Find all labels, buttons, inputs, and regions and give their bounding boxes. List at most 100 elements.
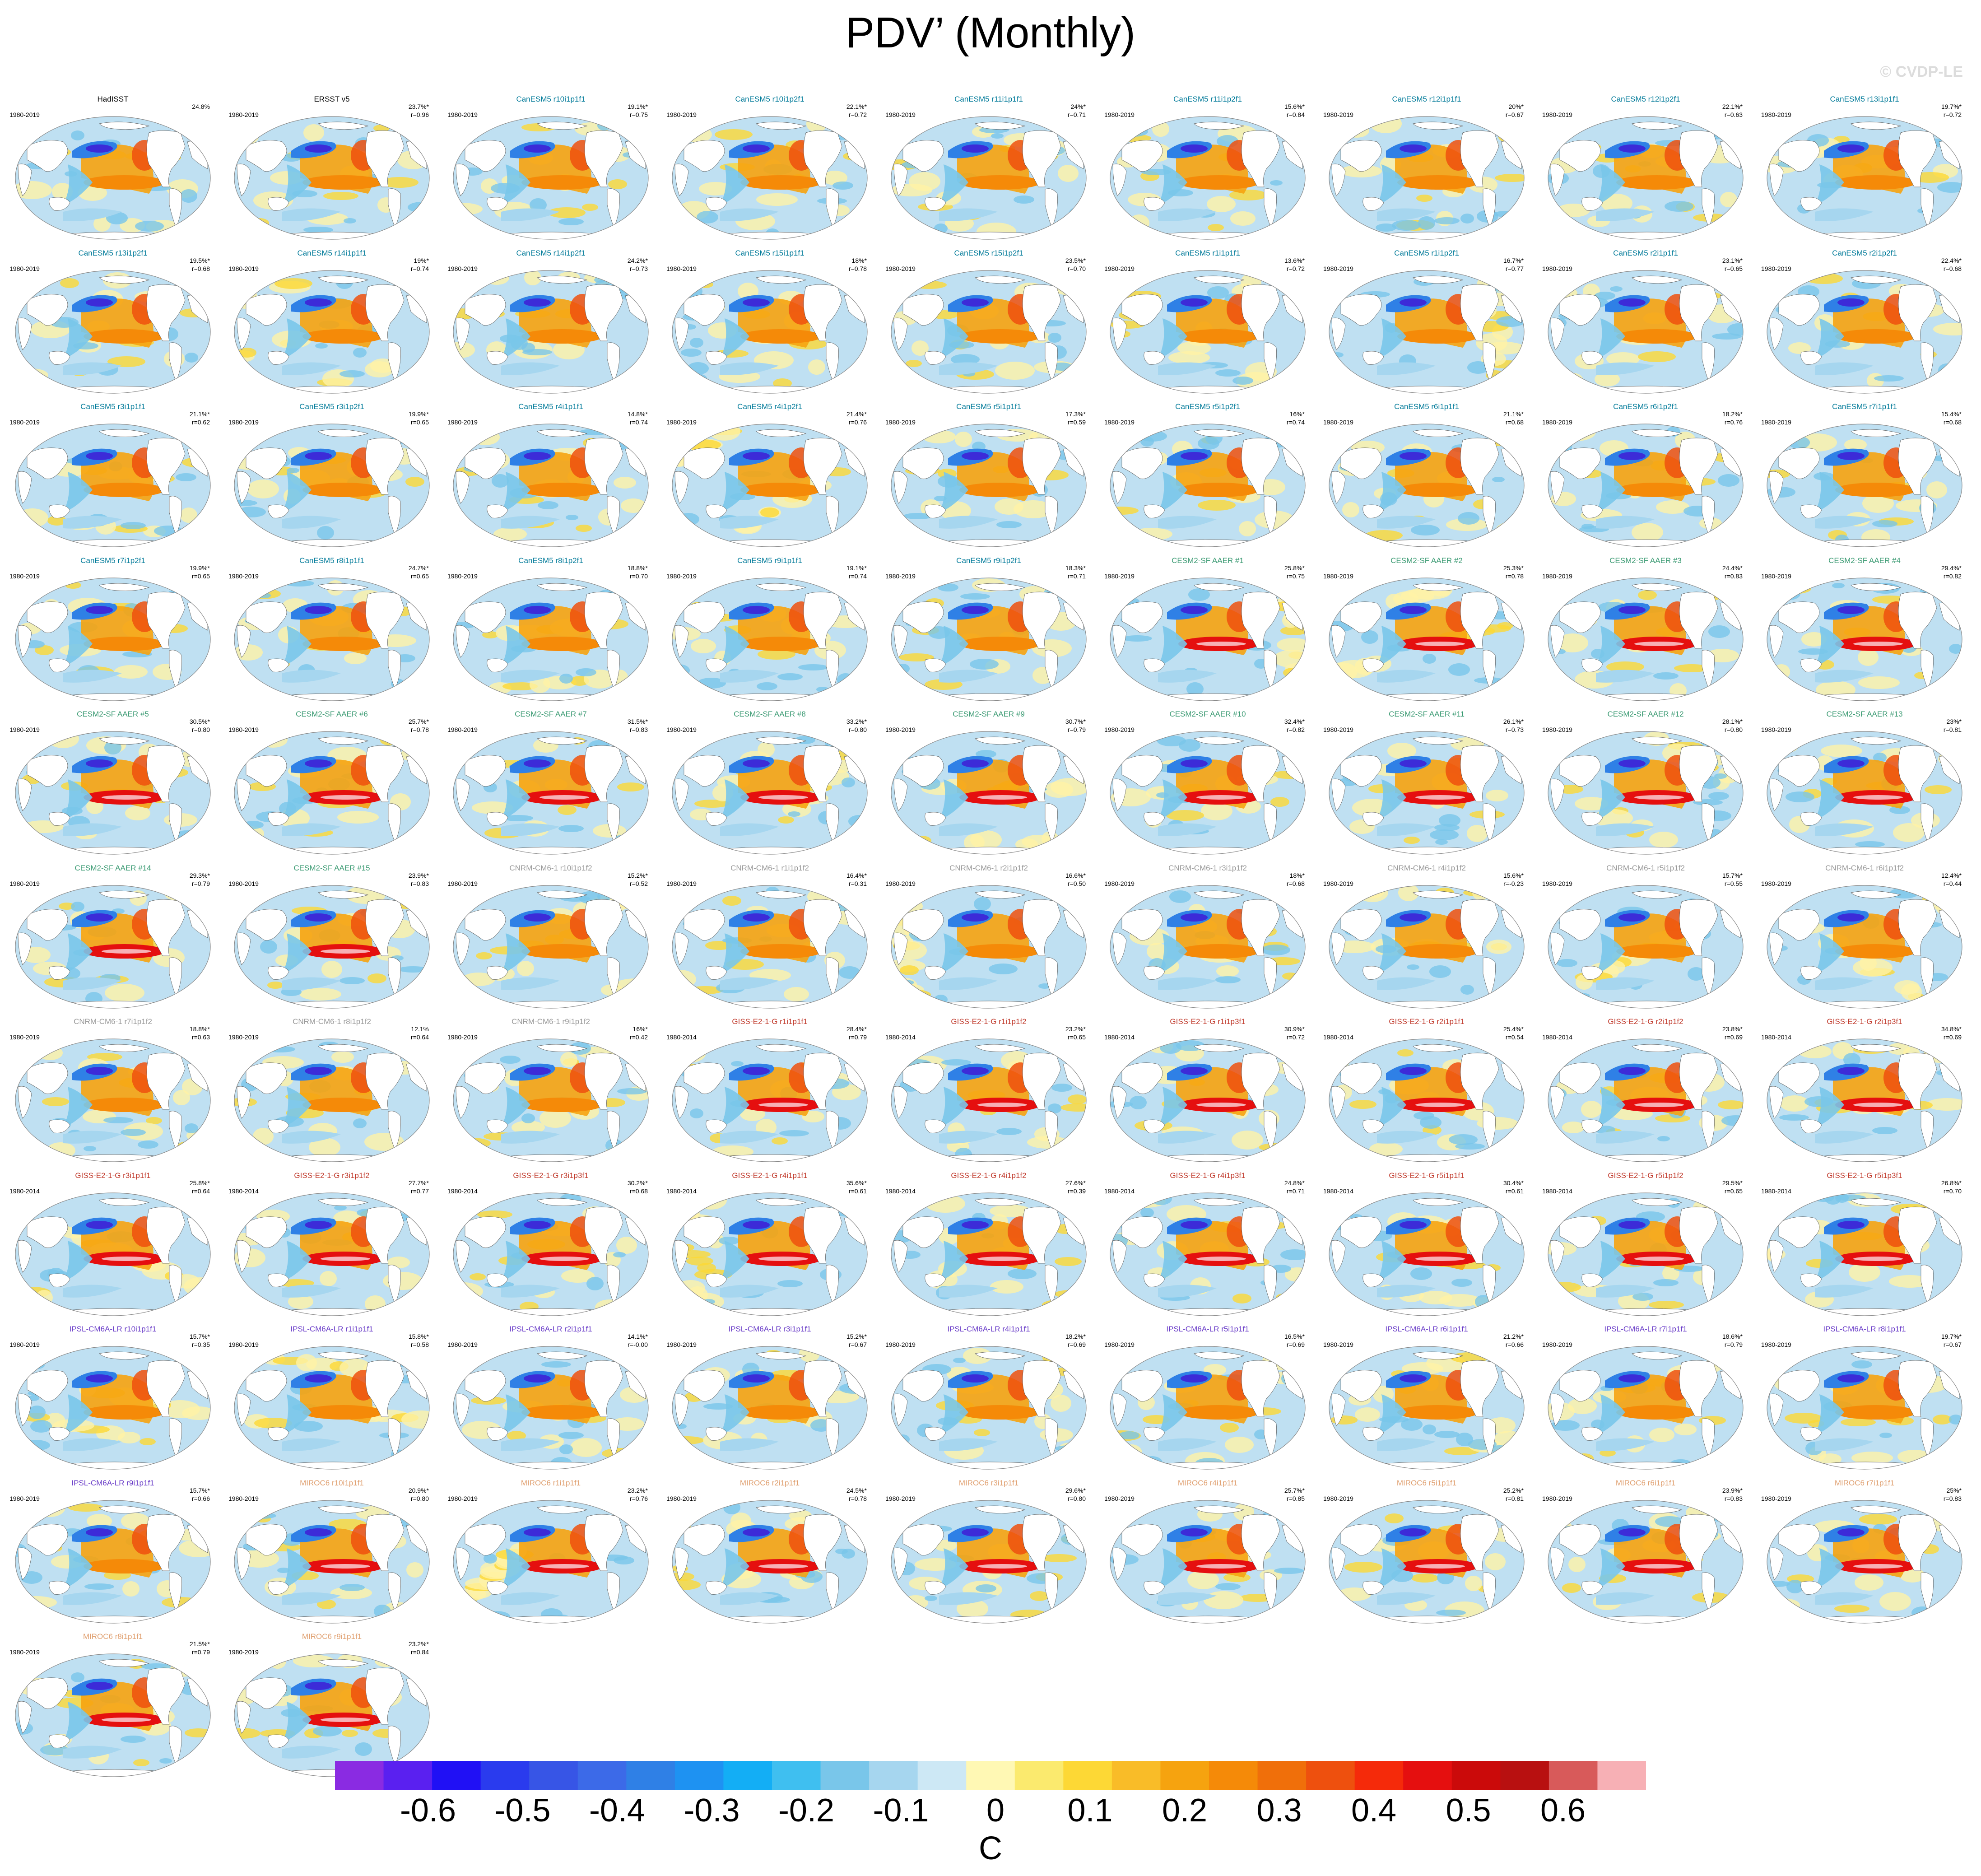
colorbar-tick-label: 0.6 bbox=[1540, 1792, 1586, 1829]
panel-period: 1980-2019 bbox=[9, 572, 40, 580]
panel-title: CanESM5 r1i1p2f1 bbox=[1394, 248, 1459, 257]
panel-title: CanESM5 r12i1p2f1 bbox=[1611, 95, 1680, 103]
panel-period: 1980-2019 bbox=[1104, 726, 1135, 733]
map-panel: GISS-E2-1-G r1i1p1f2 1980-2014 23.2%* r=0.6… bbox=[883, 1017, 1095, 1166]
panel-pattern-correlation: r=0.71 bbox=[1067, 111, 1086, 118]
colorbar-units: C bbox=[979, 1830, 1002, 1867]
colorbar-swatch bbox=[1306, 1761, 1355, 1790]
copyright-label: © CVDP-LE bbox=[1880, 63, 1963, 80]
panel-explained-variance: 21.1%* bbox=[189, 410, 210, 418]
panel-pattern-correlation: r=0.76 bbox=[848, 419, 867, 426]
map-panel: GISS-E2-1-G r3i1p1f1 1980-2014 25.8%* r=0.6… bbox=[7, 1171, 219, 1320]
panel-title: CESM2-SF AAER #13 bbox=[1826, 710, 1903, 718]
map-panel: IPSL-CM6A-LR r3i1p1f1 1980-2019 15.2%* r=0.… bbox=[664, 1325, 876, 1474]
panel-period: 1980-2019 bbox=[1761, 111, 1791, 118]
map-panels-grid: HadISST 1980-2019 24.8% ERSST v5 1980-2019 23… bbox=[7, 95, 1971, 1777]
panel-title: MIROC6 r4i1p1f1 bbox=[1177, 1478, 1238, 1487]
panel-title: CNRM-CM6-1 r6i1p1f2 bbox=[1825, 863, 1904, 872]
panel-pattern-correlation: r=0.79 bbox=[191, 1648, 210, 1656]
panel-period: 1980-2019 bbox=[1104, 572, 1135, 580]
panel-pattern-correlation: r=0.74 bbox=[1286, 419, 1305, 426]
panel-pattern-correlation: r=0.82 bbox=[1943, 572, 1962, 580]
map-panel: CanESM5 r8i1p1f1 1980-2019 24.7%* r=0.65 bbox=[226, 556, 438, 705]
map-panel: GISS-E2-1-G r4i1p1f1 1980-2014 35.6%* r=0.6… bbox=[664, 1171, 876, 1320]
panel-explained-variance: 18.3%* bbox=[1065, 564, 1086, 572]
sst-regression-map bbox=[1329, 424, 1525, 547]
panel-period: 1980-2019 bbox=[885, 572, 916, 580]
panel-pattern-correlation: r=0.76 bbox=[629, 1494, 648, 1502]
map-panel: CanESM5 r11i1p1f1 1980-2019 24%* r=0.71 bbox=[883, 95, 1095, 244]
panel-title: CNRM-CM6-1 r10i1p1f2 bbox=[509, 863, 592, 872]
colorbar-swatch bbox=[480, 1761, 530, 1790]
colorbar-tick-label: -0.6 bbox=[400, 1792, 456, 1829]
sst-regression-map bbox=[234, 731, 430, 855]
colorbar-swatch bbox=[383, 1761, 432, 1790]
panel-explained-variance: 23.2%* bbox=[408, 1640, 429, 1648]
panel-period: 1980-2019 bbox=[447, 111, 478, 118]
panel-period: 1980-2019 bbox=[666, 111, 697, 118]
map-panel: CESM2-SF AAER #15 1980-2019 23.9%* r=0.83 bbox=[226, 864, 438, 1013]
panel-explained-variance: 23.1%* bbox=[1722, 256, 1743, 264]
map-panel: CESM2-SF AAER #10 1980-2019 32.4%* r=0.82 bbox=[1102, 710, 1314, 859]
panel-period: 1980-2014 bbox=[1323, 1033, 1353, 1041]
panel-pattern-correlation: r=0.58 bbox=[410, 1341, 429, 1348]
sst-regression-map bbox=[15, 1192, 211, 1316]
sst-regression-map bbox=[672, 731, 868, 855]
colorbar-tick-label: -0.4 bbox=[589, 1792, 646, 1829]
panel-title: CESM2-SF AAER #12 bbox=[1607, 710, 1684, 718]
sst-regression-map bbox=[1767, 1038, 1962, 1162]
panel-explained-variance: 20%* bbox=[1508, 103, 1524, 110]
map-panel: GISS-E2-1-G r4i1p1f2 1980-2014 27.6%* r=0.3… bbox=[883, 1171, 1095, 1320]
sst-regression-map bbox=[15, 270, 211, 394]
map-panel: IPSL-CM6A-LR r10i1p1f1 1980-2019 15.7%* r=0… bbox=[7, 1325, 219, 1474]
panel-period: 1980-2019 bbox=[885, 726, 916, 733]
panel-pattern-correlation: r=0.83 bbox=[1943, 1494, 1962, 1502]
map-panel: CanESM5 r1i1p1f1 1980-2019 13.6%* r=0.72 bbox=[1102, 249, 1314, 398]
panel-pattern-correlation: r=0.77 bbox=[1505, 265, 1524, 272]
panel-explained-variance: 23.5%* bbox=[1065, 256, 1086, 264]
map-panel: MIROC6 r2i1p1f1 1980-2019 24.5%* r=0.78 bbox=[664, 1479, 876, 1628]
sst-regression-map bbox=[1767, 731, 1962, 855]
panel-title: IPSL-CM6A-LR r2i1p1f1 bbox=[509, 1325, 592, 1333]
panel-title: CanESM5 r7i1p2f1 bbox=[80, 556, 145, 565]
panel-pattern-correlation: r=0.63 bbox=[1724, 111, 1743, 118]
colorbar-swatch bbox=[1500, 1761, 1549, 1790]
panel-explained-variance: 24.4%* bbox=[1722, 564, 1743, 572]
panel-pattern-correlation: r=0.67 bbox=[848, 1341, 867, 1348]
panel-period: 1980-2014 bbox=[228, 1187, 259, 1195]
panel-title: CanESM5 r14i1p1f1 bbox=[297, 248, 367, 257]
sst-regression-map bbox=[453, 884, 649, 1009]
panel-period: 1980-2019 bbox=[9, 1494, 40, 1502]
sst-regression-map bbox=[891, 116, 1087, 240]
panel-title: GISS-E2-1-G r1i1p3f1 bbox=[1170, 1017, 1246, 1026]
panel-pattern-correlation: r=0.74 bbox=[848, 572, 867, 580]
panel-pattern-correlation: r=0.82 bbox=[1286, 726, 1305, 733]
map-panel: CanESM5 r11i1p2f1 1980-2019 15.6%* r=0.84 bbox=[1102, 95, 1314, 244]
panel-title: GISS-E2-1-G r2i1p3f1 bbox=[1827, 1017, 1902, 1026]
sst-regression-map bbox=[234, 1653, 430, 1777]
panel-pattern-correlation: r=0.67 bbox=[1943, 1341, 1962, 1348]
map-panel: MIROC6 r1i1p1f1 1980-2019 23.2%* r=0.76 bbox=[445, 1479, 657, 1628]
panel-pattern-correlation: r=0.31 bbox=[848, 880, 867, 887]
panel-pattern-correlation: r=0.75 bbox=[629, 111, 648, 118]
panel-title: CanESM5 r11i1p2f1 bbox=[1173, 95, 1242, 103]
panel-pattern-correlation: r=0.65 bbox=[1724, 1187, 1743, 1195]
panel-title: GISS-E2-1-G r4i1p1f1 bbox=[732, 1171, 808, 1180]
panel-explained-variance: 30.2%* bbox=[627, 1179, 648, 1187]
panel-explained-variance: 29.3%* bbox=[189, 871, 210, 879]
panel-period: 1980-2019 bbox=[447, 572, 478, 580]
panel-period: 1980-2019 bbox=[1542, 1494, 1572, 1502]
panel-pattern-correlation: r=0.77 bbox=[410, 1187, 429, 1195]
panel-title: MIROC6 r7i1p1f1 bbox=[1834, 1478, 1895, 1487]
panel-period: 1980-2019 bbox=[228, 111, 259, 118]
panel-explained-variance: 28.4%* bbox=[846, 1025, 867, 1033]
panel-explained-variance: 16%* bbox=[632, 1025, 648, 1033]
panel-title: CanESM5 r8i1p1f1 bbox=[299, 556, 364, 565]
panel-period: 1980-2014 bbox=[666, 1033, 697, 1041]
panel-pattern-correlation: r=0.44 bbox=[1943, 880, 1962, 887]
panel-pattern-correlation: r=0.65 bbox=[1067, 1033, 1086, 1041]
colorbar-swatch bbox=[1597, 1761, 1646, 1790]
panel-pattern-correlation: r=0.70 bbox=[629, 572, 648, 580]
map-panel: CanESM5 r1i1p2f1 1980-2019 16.7%* r=0.77 bbox=[1321, 249, 1533, 398]
map-panel: IPSL-CM6A-LR r8i1p1f1 1980-2019 19.7%* r=0.… bbox=[1758, 1325, 1971, 1474]
